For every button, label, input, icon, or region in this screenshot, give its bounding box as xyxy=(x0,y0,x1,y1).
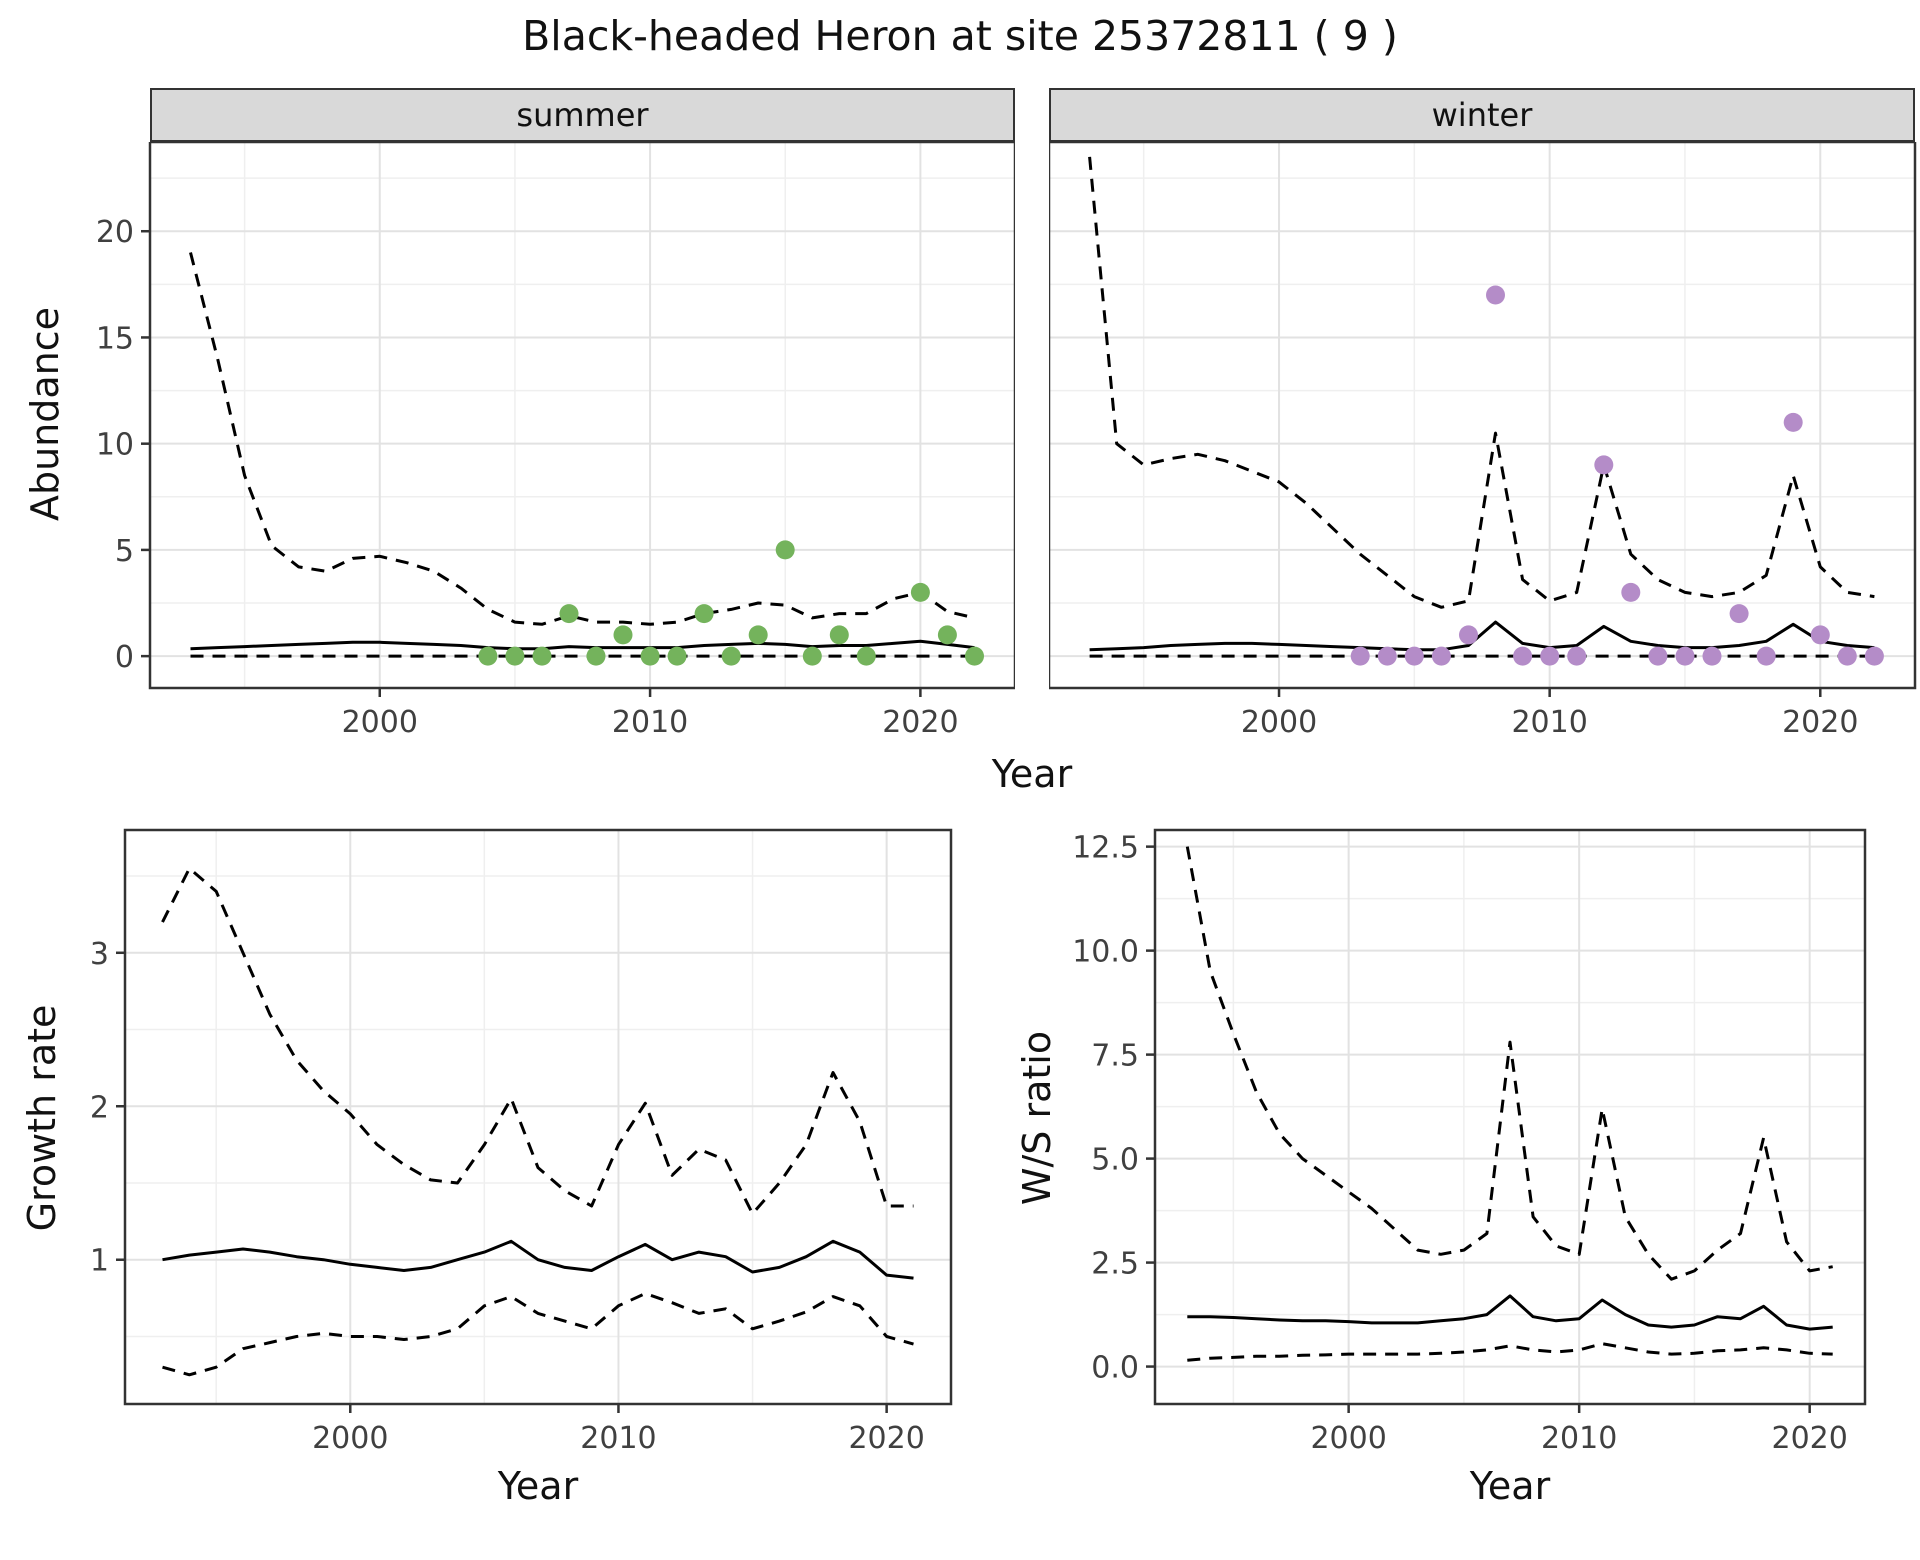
svg-text:2000: 2000 xyxy=(312,1421,388,1456)
svg-text:2010: 2010 xyxy=(1541,1421,1617,1456)
svg-text:2: 2 xyxy=(90,1090,109,1125)
svg-text:3: 3 xyxy=(90,937,109,972)
facet-strip-summer: summer xyxy=(150,88,1015,142)
facet-strip-winter: winter xyxy=(1049,88,1915,142)
svg-text:2000: 2000 xyxy=(342,705,418,740)
svg-text:2.5: 2.5 xyxy=(1091,1247,1139,1282)
facet-strip-winter-label: winter xyxy=(1431,96,1533,134)
facet-strip-summer-label: summer xyxy=(516,96,649,134)
svg-text:2010: 2010 xyxy=(1511,705,1587,740)
svg-text:10.0: 10.0 xyxy=(1072,935,1139,970)
svg-text:2010: 2010 xyxy=(580,1421,656,1456)
svg-text:2020: 2020 xyxy=(882,705,958,740)
svg-text:0: 0 xyxy=(115,640,134,675)
svg-text:5: 5 xyxy=(115,534,134,569)
svg-text:10: 10 xyxy=(96,428,134,463)
svg-text:2000: 2000 xyxy=(1310,1421,1386,1456)
svg-text:2020: 2020 xyxy=(1771,1421,1847,1456)
svg-text:15: 15 xyxy=(96,321,134,356)
growth-rate-chart: 2000 2010 2020 1 2 3 xyxy=(90,828,953,1456)
abundance-x-axis-label: Year xyxy=(991,752,1073,796)
svg-text:2020: 2020 xyxy=(848,1421,924,1456)
svg-text:0.0: 0.0 xyxy=(1091,1351,1139,1386)
abundance-summer-chart: 2000 2010 2020 0 5 10 15 20 xyxy=(96,142,1015,740)
svg-text:7.5: 7.5 xyxy=(1091,1039,1139,1074)
ws-ratio-x-axis-label: Year xyxy=(1469,1464,1551,1508)
svg-text:20: 20 xyxy=(96,215,134,250)
ws-ratio-chart: 2000 2010 2020 0.0 2.5 5.0 7.5 10.0 12.5 xyxy=(1072,828,1867,1456)
svg-text:2020: 2020 xyxy=(1782,705,1858,740)
svg-text:2000: 2000 xyxy=(1241,705,1317,740)
svg-text:1: 1 xyxy=(90,1244,109,1279)
growth-rate-x-axis-label: Year xyxy=(497,1464,579,1508)
svg-text:2010: 2010 xyxy=(612,705,688,740)
svg-text:5.0: 5.0 xyxy=(1091,1143,1139,1178)
svg-text:12.5: 12.5 xyxy=(1072,831,1139,866)
figure-title: Black-headed Heron at site 25372811 ( 9 … xyxy=(522,12,1398,60)
abundance-winter-chart: 2000 2010 2020 xyxy=(1049,142,1917,740)
